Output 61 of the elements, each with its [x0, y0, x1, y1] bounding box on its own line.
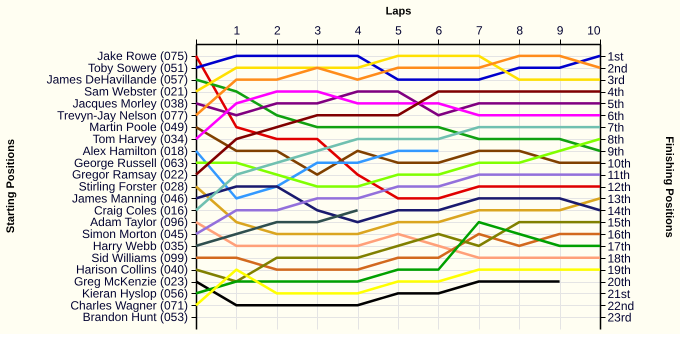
y-tick-label: 16th: [608, 228, 631, 242]
y-tick-label: 7th: [608, 120, 624, 135]
line-series: [194, 90, 602, 140]
y-tick-label: 19th: [608, 263, 631, 278]
y-tick-label: 2nd: [608, 61, 628, 76]
y-tick-label: 14th: [608, 204, 631, 218]
x-tick-label: 4: [354, 24, 362, 38]
line-series: [194, 220, 602, 283]
y-tick-label: 4th: [608, 85, 624, 99]
line-series: [194, 232, 602, 271]
line-series: [194, 173, 602, 236]
x-tick-label: 3: [314, 24, 322, 38]
y-tick-label: 3rd: [608, 73, 625, 88]
x-tick-label: 8: [516, 24, 524, 38]
line-series: [194, 220, 602, 295]
x-tick-label: 6: [436, 24, 443, 38]
line-series: [194, 138, 602, 188]
line-series: [194, 126, 602, 176]
y-tick-label: 18th: [608, 251, 631, 266]
text: Sam Webster (021): [84, 84, 188, 98]
x-tick-label: 1: [234, 24, 241, 38]
y-tick-label: 23rd: [608, 310, 632, 325]
y-axis-title: Finishing Positions: [663, 136, 676, 238]
x-tick-label: 5: [395, 24, 402, 38]
x-tick-label: 7: [476, 24, 483, 38]
text: Jake Rowe (075): [97, 48, 188, 63]
y-tick-label: 12th: [608, 180, 631, 194]
line-series: [194, 54, 602, 200]
y-tick-label: 15th: [608, 216, 631, 230]
y-tick-label: 13th: [608, 192, 631, 206]
y-tick-label: 21st: [608, 286, 631, 301]
line-series: [194, 268, 602, 306]
text: Simon Morton (045): [82, 227, 188, 241]
line-series: [194, 185, 602, 224]
text: Starting Positions: [5, 138, 17, 234]
line-series: [194, 54, 602, 116]
text: Greg McKenzie (023): [74, 274, 188, 288]
line-series: [194, 126, 602, 212]
line-series: [194, 209, 359, 248]
line-series: [194, 150, 440, 200]
text: Tom Harvey (034): [92, 132, 188, 146]
y-tick-label: 11th: [608, 168, 630, 182]
y-tick-label: 9th: [608, 144, 624, 158]
line-series: [194, 90, 602, 176]
x-tick-label: 9: [556, 24, 564, 38]
y-tick-label: 5th: [608, 96, 624, 111]
y-tick-label: 8th: [608, 132, 624, 146]
y-tick-label: 17th: [608, 239, 631, 254]
line-series: [194, 78, 602, 152]
y-tick-label: 22nd: [608, 298, 634, 313]
y-tick-label: 1st: [608, 49, 624, 64]
x-tick-label: 10: [587, 24, 601, 38]
x-tick-label: 2: [274, 24, 281, 38]
line-series: [194, 185, 602, 236]
y-tick-label: 20th: [608, 275, 631, 289]
y-tick-label: 6th: [608, 108, 624, 123]
text: Stirling Forster (028): [78, 180, 188, 194]
line-series: [194, 54, 602, 93]
y-tick-label: 10th: [608, 156, 631, 170]
x-axis-title: Laps: [386, 6, 412, 18]
line-series: [194, 220, 602, 259]
